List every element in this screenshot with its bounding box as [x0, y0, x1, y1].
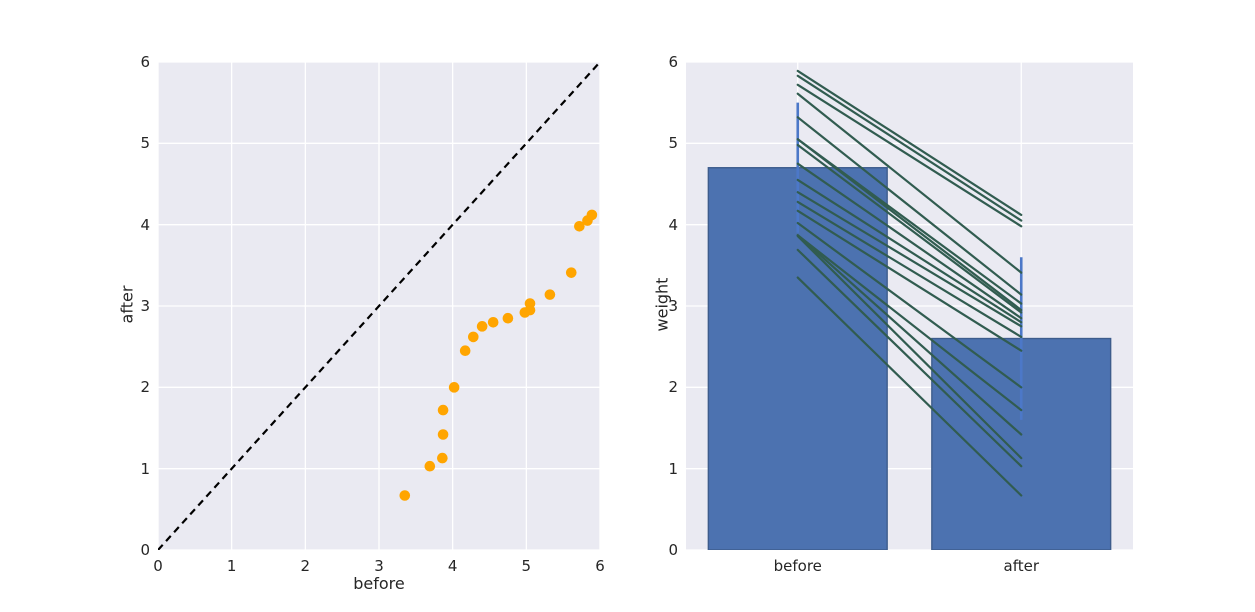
bar-y-tick-label: 1: [668, 459, 678, 478]
scatter-point: [437, 452, 448, 464]
scatter-y-tick-label: 6: [140, 53, 150, 71]
scatter-point: [459, 345, 471, 357]
pair-line: [796, 191, 1023, 328]
bar-y-tick-label: 5: [668, 134, 678, 153]
scatter-x-tick-label: 0: [153, 557, 163, 575]
scatter-x-tick-label: 1: [226, 557, 237, 575]
pair-line: [796, 92, 1023, 274]
scatter-y-tick-label: 5: [140, 134, 150, 153]
bar-ylabel: weight: [652, 277, 672, 332]
scatter-point: [544, 289, 556, 300]
bar-y-tick-label: 3: [668, 297, 678, 315]
scatter-xlabel: before: [353, 574, 405, 593]
pair-line: [796, 234, 1023, 460]
pair-line: [796, 221, 1023, 389]
scatter-point: [467, 331, 479, 343]
pair-line: [796, 234, 1023, 436]
scatter-point: [476, 321, 488, 332]
pair-line: [796, 200, 1023, 339]
scatter-point: [524, 298, 536, 309]
pair-line: [796, 234, 1023, 412]
pair-line: [796, 74, 1023, 222]
scatter-x-tick-label: 4: [447, 557, 458, 575]
scatter-y-tick-label: 0: [140, 541, 150, 559]
pair-line: [796, 178, 1023, 324]
pair-line: [796, 248, 1023, 468]
scatter-x-tick-label: 5: [521, 557, 532, 575]
scatter-point: [437, 404, 449, 416]
scatter-point: [437, 429, 449, 440]
bar-y-tick-label: 6: [668, 53, 678, 71]
pair-line: [796, 162, 1023, 320]
paired-bar-axes: [686, 62, 1133, 550]
scatter-x-tick-label: 6: [595, 557, 605, 575]
scatter-point: [565, 267, 577, 278]
identity-dashed-line: [158, 62, 600, 550]
pair-line: [796, 143, 1023, 314]
scatter-point: [502, 312, 514, 324]
paired-bar-canvas: [686, 62, 1133, 550]
pair-line: [796, 69, 1023, 217]
scatter-point: [399, 490, 411, 501]
bar-y-tick-label: 4: [668, 215, 678, 234]
scatter-y-tick-label: 2: [140, 378, 150, 397]
bar-y-tick-label: 0: [668, 541, 678, 559]
bar-y-tick-label: 2: [668, 378, 678, 397]
pair-line: [796, 276, 1023, 497]
scatter-point: [586, 209, 598, 221]
pair-line: [796, 83, 1023, 228]
pair-line: [796, 116, 1023, 296]
scatter-axes: [158, 62, 600, 550]
scatter-ylabel: after: [117, 285, 137, 324]
scatter-y-tick-label: 4: [140, 215, 150, 234]
bar-x-tick-label: after: [1003, 557, 1040, 575]
pair-line: [796, 209, 1023, 352]
scatter-plot-canvas: [158, 62, 600, 550]
scatter-point: [574, 220, 585, 232]
bar-x-tick-label: before: [773, 557, 822, 575]
scatter-point: [487, 316, 499, 328]
pair-line: [796, 138, 1023, 305]
scatter-y-tick-label: 3: [140, 297, 150, 315]
scatter-point: [424, 460, 436, 472]
scatter-y-tick-label: 1: [140, 459, 150, 478]
scatter-point: [448, 382, 460, 393]
scatter-x-tick-label: 3: [374, 557, 384, 575]
scatter-x-tick-label: 2: [300, 557, 311, 575]
